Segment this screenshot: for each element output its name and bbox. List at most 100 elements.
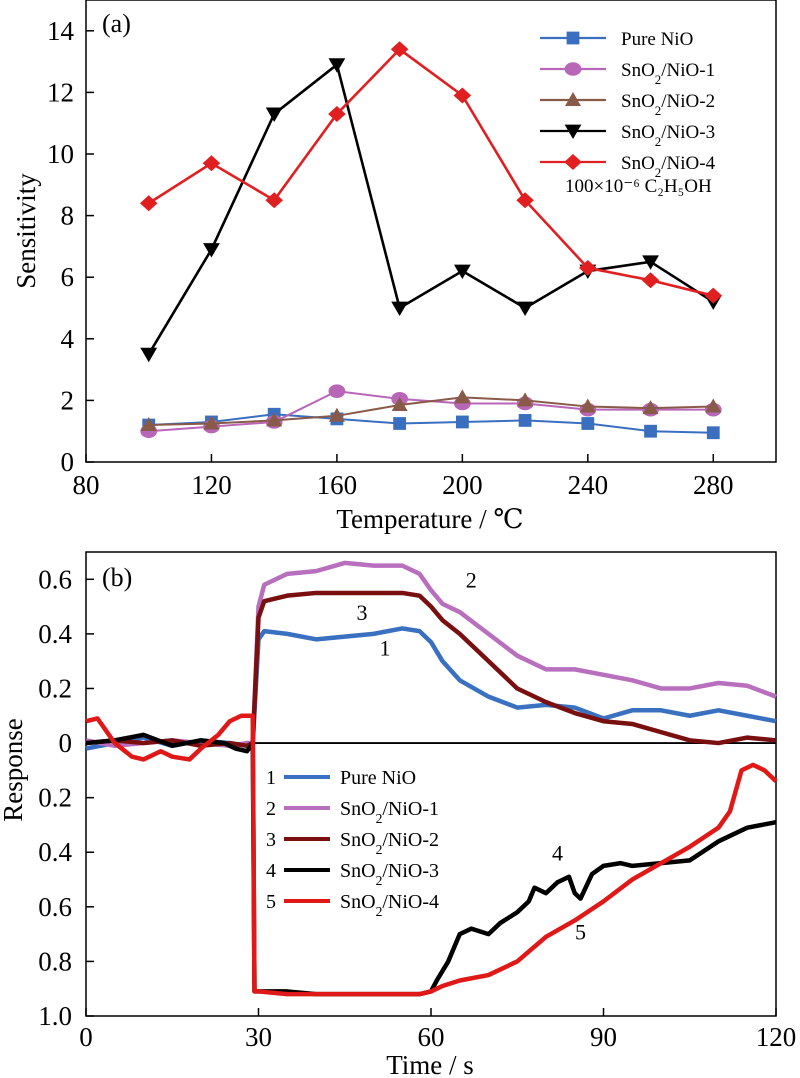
- data-point-sno-nio-3: [453, 264, 471, 280]
- data-point-sno-nio-4: [704, 287, 723, 304]
- panel-b-x-tick-label: 90: [590, 1022, 617, 1052]
- series-line-sno-nio-4: [85, 713, 778, 997]
- series-line-sno-nio-2: [85, 590, 777, 749]
- data-point-sno-nio-2: [328, 407, 345, 422]
- panel-a-x-tick-label: 280: [693, 470, 734, 500]
- data-point-sno-nio-3: [391, 301, 409, 316]
- data-point-sno-nio-2: [203, 415, 220, 430]
- data-point-sno-nio-4: [265, 192, 283, 209]
- panel-b-label: (b): [102, 563, 132, 592]
- panel-b-x-tick-label: 120: [756, 1022, 797, 1052]
- legend-label-sno-nio-2: SnO2/NiO-2: [340, 829, 439, 857]
- data-point-pure-nio: [393, 417, 407, 430]
- panel-a-x-axis-label: Temperature / ℃: [336, 504, 523, 534]
- legend-marker-sno-nio-2: [565, 92, 581, 106]
- panel-b-y-tick-label: 0.8: [38, 946, 72, 976]
- legend-number-3: 3: [266, 829, 276, 851]
- data-point-sno-nio-3: [642, 255, 659, 270]
- series-line-sno-nio-1: [85, 560, 777, 749]
- data-point-sno-nio-2: [454, 389, 471, 404]
- curve-number-label: 4: [552, 840, 563, 865]
- panel-b-x-axis-label: Time / s: [386, 1050, 474, 1078]
- curve-number-label: 3: [357, 600, 368, 625]
- data-point-pure-nio: [518, 414, 532, 427]
- panel-b-y-tick-label: 0.2: [38, 673, 72, 703]
- legend-label-sno-nio-1: SnO2/NiO-1: [621, 60, 715, 87]
- series-line-pure-nio: [148, 413, 714, 434]
- panel-a-y-axis-label: Sensitivity: [11, 173, 41, 289]
- legend-label-pure-nio: Pure NiO: [340, 767, 416, 789]
- data-point-pure-nio: [581, 417, 595, 430]
- panel-a-y-tick-label: 12: [47, 77, 74, 107]
- panel-a-y-tick-label: 2: [61, 385, 75, 415]
- series-line-sno-nio-2: [148, 396, 714, 427]
- panel-a-y-tick-label: 0: [61, 447, 75, 477]
- data-point-sno-nio-2: [391, 397, 408, 412]
- data-point-sno-nio-4: [453, 87, 472, 104]
- curve-number-label: 5: [575, 920, 586, 945]
- series-sno-nio-2: [140, 389, 722, 432]
- curve-number-label: 1: [380, 636, 391, 661]
- panel-b-response-chart: 0 30 60 90 120 0.6 0.4 0.2 0 0.2 0.4 0.6 0.8 1.0 1 2 3 4…: [0, 551, 797, 1078]
- panel-b-y-axis-label: Response: [0, 718, 28, 822]
- data-point-sno-nio-4: [139, 195, 158, 212]
- data-point-sno-nio-2: [642, 400, 659, 415]
- legend-label-sno-nio-2: SnO2/NiO-2: [621, 91, 715, 118]
- panel-a-plot-frame: [85, 0, 777, 463]
- panel-a-y-tick-label: 10: [47, 139, 74, 169]
- panel-a-y-tick-label: 4: [61, 324, 75, 354]
- data-point-sno-nio-3: [140, 347, 158, 363]
- data-point-sno-nio-4: [641, 272, 660, 289]
- legend-marker-sno-nio-1: [564, 62, 582, 76]
- panel-a-sensitivity-chart: 80 120 160 200 240 280 0 2 4 6 8 10 12 14 (a) Tempera…: [11, 0, 777, 534]
- panel-a-y-tick-label: 14: [47, 16, 75, 46]
- panel-b-x-tick-label: 60: [418, 1022, 445, 1052]
- data-point-pure-nio: [644, 424, 657, 438]
- legend-label-sno-nio-1: SnO2/NiO-1: [340, 798, 439, 826]
- panel-b-y-tick-label: 0.6: [38, 892, 72, 922]
- data-point-pure-nio: [706, 426, 720, 440]
- panel-b-plot-frame: [85, 551, 777, 1017]
- panel-a-x-tick-label: 160: [317, 470, 358, 500]
- data-point-sno-nio-2: [517, 392, 534, 407]
- panel-b-x-tick-label: 30: [245, 1022, 272, 1052]
- legend-marker-sno-nio-3: [564, 124, 582, 139]
- data-point-sno-nio-4: [516, 192, 534, 209]
- series-line-sno-nio-3: [85, 732, 777, 997]
- data-point-sno-nio-2: [140, 417, 157, 432]
- legend-number-5: 5: [266, 891, 276, 913]
- panel-b-x-tick-label: 0: [79, 1022, 93, 1052]
- panel-a-x-tick-label: 240: [568, 470, 609, 500]
- panel-b-y-tick-label: 0.4: [38, 619, 72, 649]
- data-point-sno-nio-4: [328, 105, 346, 122]
- data-point-sno-nio-4: [390, 41, 409, 58]
- data-point-sno-nio-3: [328, 58, 346, 73]
- panel-b-y-tick-label: 0.4: [38, 837, 72, 867]
- panel-a-x-tick-label: 80: [73, 470, 100, 500]
- panel-b-y-tick-label: 1.0: [38, 1001, 72, 1031]
- data-point-sno-nio-4: [202, 155, 221, 172]
- panel-a-x-tick-label: 200: [442, 470, 483, 500]
- data-point-sno-nio-2: [705, 398, 722, 413]
- panel-b-y-tick-label: 0.6: [38, 564, 72, 594]
- data-point-sno-nio-4: [579, 259, 597, 276]
- legend-label-sno-nio-3: SnO2/NiO-3: [340, 860, 439, 888]
- data-point-sno-nio-3: [203, 243, 220, 258]
- panel-a-y-tick-label: 8: [61, 201, 75, 231]
- legend-label-pure-nio: Pure NiO: [621, 29, 693, 50]
- panel-b-y-tick-label: 0.2: [38, 783, 72, 813]
- legend-number-1: 1: [266, 767, 276, 789]
- data-point-pure-nio: [455, 415, 469, 429]
- data-point-sno-nio-2: [579, 398, 596, 413]
- legend-marker-sno-nio-4: [564, 154, 582, 170]
- data-point-sno-nio-2: [266, 412, 283, 427]
- data-point-sno-nio-1: [328, 384, 346, 398]
- data-point-sno-nio-3: [265, 107, 283, 122]
- legend-number-2: 2: [266, 798, 276, 820]
- series-line-sno-nio-1: [148, 390, 714, 433]
- panel-b-y-tick-label: 0: [59, 728, 73, 758]
- legend-marker-pure-nio: [566, 31, 580, 45]
- series-sno-nio-4: [139, 41, 723, 304]
- legend-number-4: 4: [266, 860, 276, 882]
